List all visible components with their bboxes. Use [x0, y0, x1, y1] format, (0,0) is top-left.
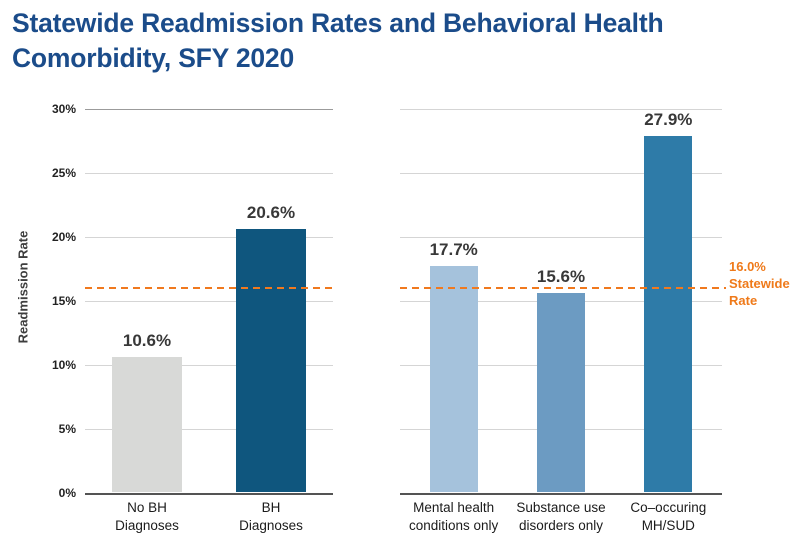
- gridline: [85, 108, 333, 110]
- gridline: [400, 108, 722, 110]
- bar-value-label: 15.6%: [536, 266, 586, 286]
- bar-chart-1: 10.6% No BH Diagnoses 20.6% BH Diagnoses: [85, 0, 333, 549]
- statewide-rate-dashed-line: [85, 286, 333, 289]
- bar: [236, 229, 306, 493]
- category-label-line: Diagnoses: [115, 518, 179, 533]
- bar: [644, 135, 693, 493]
- y-tick-label: 25%: [51, 165, 76, 180]
- x-axis-line: [400, 492, 722, 495]
- bar-chart-2: 17.7% Mental health conditions only 15.6% Su…: [400, 0, 722, 549]
- annotation-line2: Statewide: [729, 276, 790, 291]
- gridline: [85, 300, 333, 302]
- x-axis-line: [85, 492, 333, 495]
- category-label-line: Substance use: [516, 500, 606, 515]
- category-label: Mental health conditions only: [400, 499, 507, 535]
- y-tick-label: 0%: [58, 485, 76, 500]
- category-label-line: conditions only: [409, 518, 499, 533]
- page-title-line1: Statewide Readmission Rates and Behavior…: [12, 8, 664, 38]
- category-label-line: No BH: [127, 500, 167, 515]
- annotation-line1: 16.0%: [729, 259, 766, 274]
- category-label-line: Mental health: [413, 500, 495, 515]
- gridline: [85, 364, 333, 366]
- category-label: Co–occuring MH/SUD: [615, 499, 722, 535]
- y-tick-label: 5%: [58, 421, 76, 436]
- category-label-line: BH: [261, 500, 281, 515]
- bar: [112, 356, 182, 493]
- gridline: [85, 428, 333, 430]
- gridline: [400, 236, 722, 238]
- category-label-line: disorders only: [518, 518, 604, 533]
- annotation-line3: Rate: [729, 293, 758, 308]
- page-title-line2: Comorbidity, SFY 2020: [12, 43, 294, 73]
- bar-value-label: 10.6%: [122, 330, 172, 350]
- bar-value-label: 20.6%: [246, 203, 296, 223]
- category-label: BH Diagnoses: [209, 499, 333, 535]
- bar-value-label: 17.7%: [429, 240, 478, 260]
- bar: [537, 292, 585, 493]
- y-tick-label: 10%: [51, 357, 76, 372]
- y-tick-label: 30%: [51, 101, 76, 116]
- bar-value-label: 27.9%: [644, 109, 693, 129]
- bar: [429, 266, 478, 493]
- y-axis-title: Readmission Rate: [15, 230, 31, 344]
- gridline: [400, 172, 722, 174]
- y-tick-label: 20%: [51, 229, 76, 244]
- gridline: [85, 172, 333, 174]
- gridline: [85, 236, 333, 238]
- y-tick-label: 15%: [51, 293, 76, 308]
- category-label-line: MH/SUD: [641, 518, 695, 533]
- category-label: No BH Diagnoses: [85, 499, 209, 535]
- category-label-line: Co–occuring: [630, 500, 707, 515]
- category-label: Substance use disorders only: [507, 499, 614, 535]
- category-label-line: Diagnoses: [239, 518, 303, 533]
- statewide-rate-annotation: 16.0% Statewide Rate: [729, 258, 790, 309]
- statewide-rate-dashed-line: [400, 286, 726, 289]
